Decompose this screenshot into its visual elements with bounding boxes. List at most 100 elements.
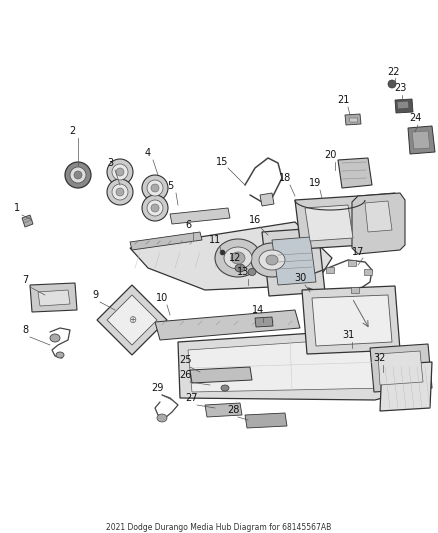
Text: 14: 14 [252,305,264,315]
Text: 2: 2 [69,126,75,136]
Polygon shape [364,269,372,275]
Polygon shape [130,222,332,290]
Text: 28: 28 [227,405,239,415]
Text: 21: 21 [337,95,349,105]
Ellipse shape [112,164,128,180]
Polygon shape [412,131,430,149]
Ellipse shape [116,188,124,196]
Text: 25: 25 [179,355,191,365]
Polygon shape [349,118,358,122]
Ellipse shape [70,167,86,183]
Polygon shape [370,344,432,392]
Ellipse shape [157,414,167,422]
Ellipse shape [248,269,256,276]
Polygon shape [378,351,423,385]
Polygon shape [380,362,432,411]
Polygon shape [365,201,392,232]
Ellipse shape [142,175,168,201]
Polygon shape [272,237,316,285]
Ellipse shape [107,159,133,185]
Text: 15: 15 [216,157,228,167]
Text: 11: 11 [209,235,221,245]
Text: 8: 8 [22,325,28,335]
Ellipse shape [107,179,133,205]
Text: 10: 10 [156,293,168,303]
Polygon shape [260,193,274,206]
Text: 4: 4 [145,148,151,158]
Text: ⊕: ⊕ [128,315,136,325]
Polygon shape [205,403,242,417]
Polygon shape [345,114,361,125]
Polygon shape [22,215,33,227]
Ellipse shape [65,162,91,188]
Ellipse shape [147,180,163,196]
Ellipse shape [112,184,128,200]
Polygon shape [348,260,356,266]
Text: 6: 6 [185,220,191,230]
Ellipse shape [116,168,124,176]
Text: 9: 9 [92,290,98,300]
Polygon shape [155,310,300,340]
Ellipse shape [224,247,252,269]
Polygon shape [30,283,77,312]
Ellipse shape [221,385,229,391]
Polygon shape [188,337,386,392]
Text: 22: 22 [387,67,399,77]
Ellipse shape [56,352,64,358]
Polygon shape [130,232,202,250]
Text: 20: 20 [324,150,336,160]
Polygon shape [352,193,405,254]
Polygon shape [97,285,167,355]
Polygon shape [245,413,287,428]
Polygon shape [395,99,413,113]
Polygon shape [107,295,157,345]
Text: 7: 7 [22,275,28,285]
Text: 16: 16 [249,215,261,225]
Ellipse shape [147,200,163,216]
Polygon shape [397,101,409,109]
Ellipse shape [231,252,245,264]
Text: 31: 31 [342,330,354,340]
Text: 23: 23 [394,83,406,93]
Text: 2021 Dodge Durango Media Hub Diagram for 68145567AB: 2021 Dodge Durango Media Hub Diagram for… [106,523,332,532]
Text: 26: 26 [179,370,191,380]
Ellipse shape [266,255,278,265]
Ellipse shape [251,243,293,277]
Polygon shape [312,295,392,346]
Ellipse shape [142,195,168,221]
Polygon shape [178,328,400,400]
Polygon shape [262,228,325,296]
Polygon shape [305,205,353,241]
Polygon shape [351,287,359,293]
Ellipse shape [151,204,159,212]
Text: 29: 29 [151,383,163,393]
Polygon shape [358,193,400,241]
Polygon shape [170,208,230,224]
Ellipse shape [215,239,261,277]
Polygon shape [190,367,252,383]
Text: 30: 30 [294,273,306,283]
Text: 5: 5 [167,181,173,191]
Text: 1: 1 [14,203,20,213]
Text: 13: 13 [237,267,249,277]
Polygon shape [338,158,372,188]
Ellipse shape [235,264,245,272]
Polygon shape [326,267,334,273]
Ellipse shape [388,80,396,88]
Polygon shape [295,196,364,249]
Ellipse shape [50,334,60,342]
Text: 12: 12 [229,253,241,263]
Polygon shape [38,290,70,306]
Text: 3: 3 [107,158,113,168]
Polygon shape [408,126,435,154]
Text: 32: 32 [374,353,386,363]
Text: 27: 27 [186,393,198,403]
Ellipse shape [74,171,82,179]
Polygon shape [302,286,400,354]
Text: 24: 24 [409,113,421,123]
Text: 17: 17 [352,247,364,257]
Ellipse shape [259,250,285,270]
Ellipse shape [151,184,159,192]
Text: 19: 19 [309,178,321,188]
Polygon shape [255,317,273,327]
